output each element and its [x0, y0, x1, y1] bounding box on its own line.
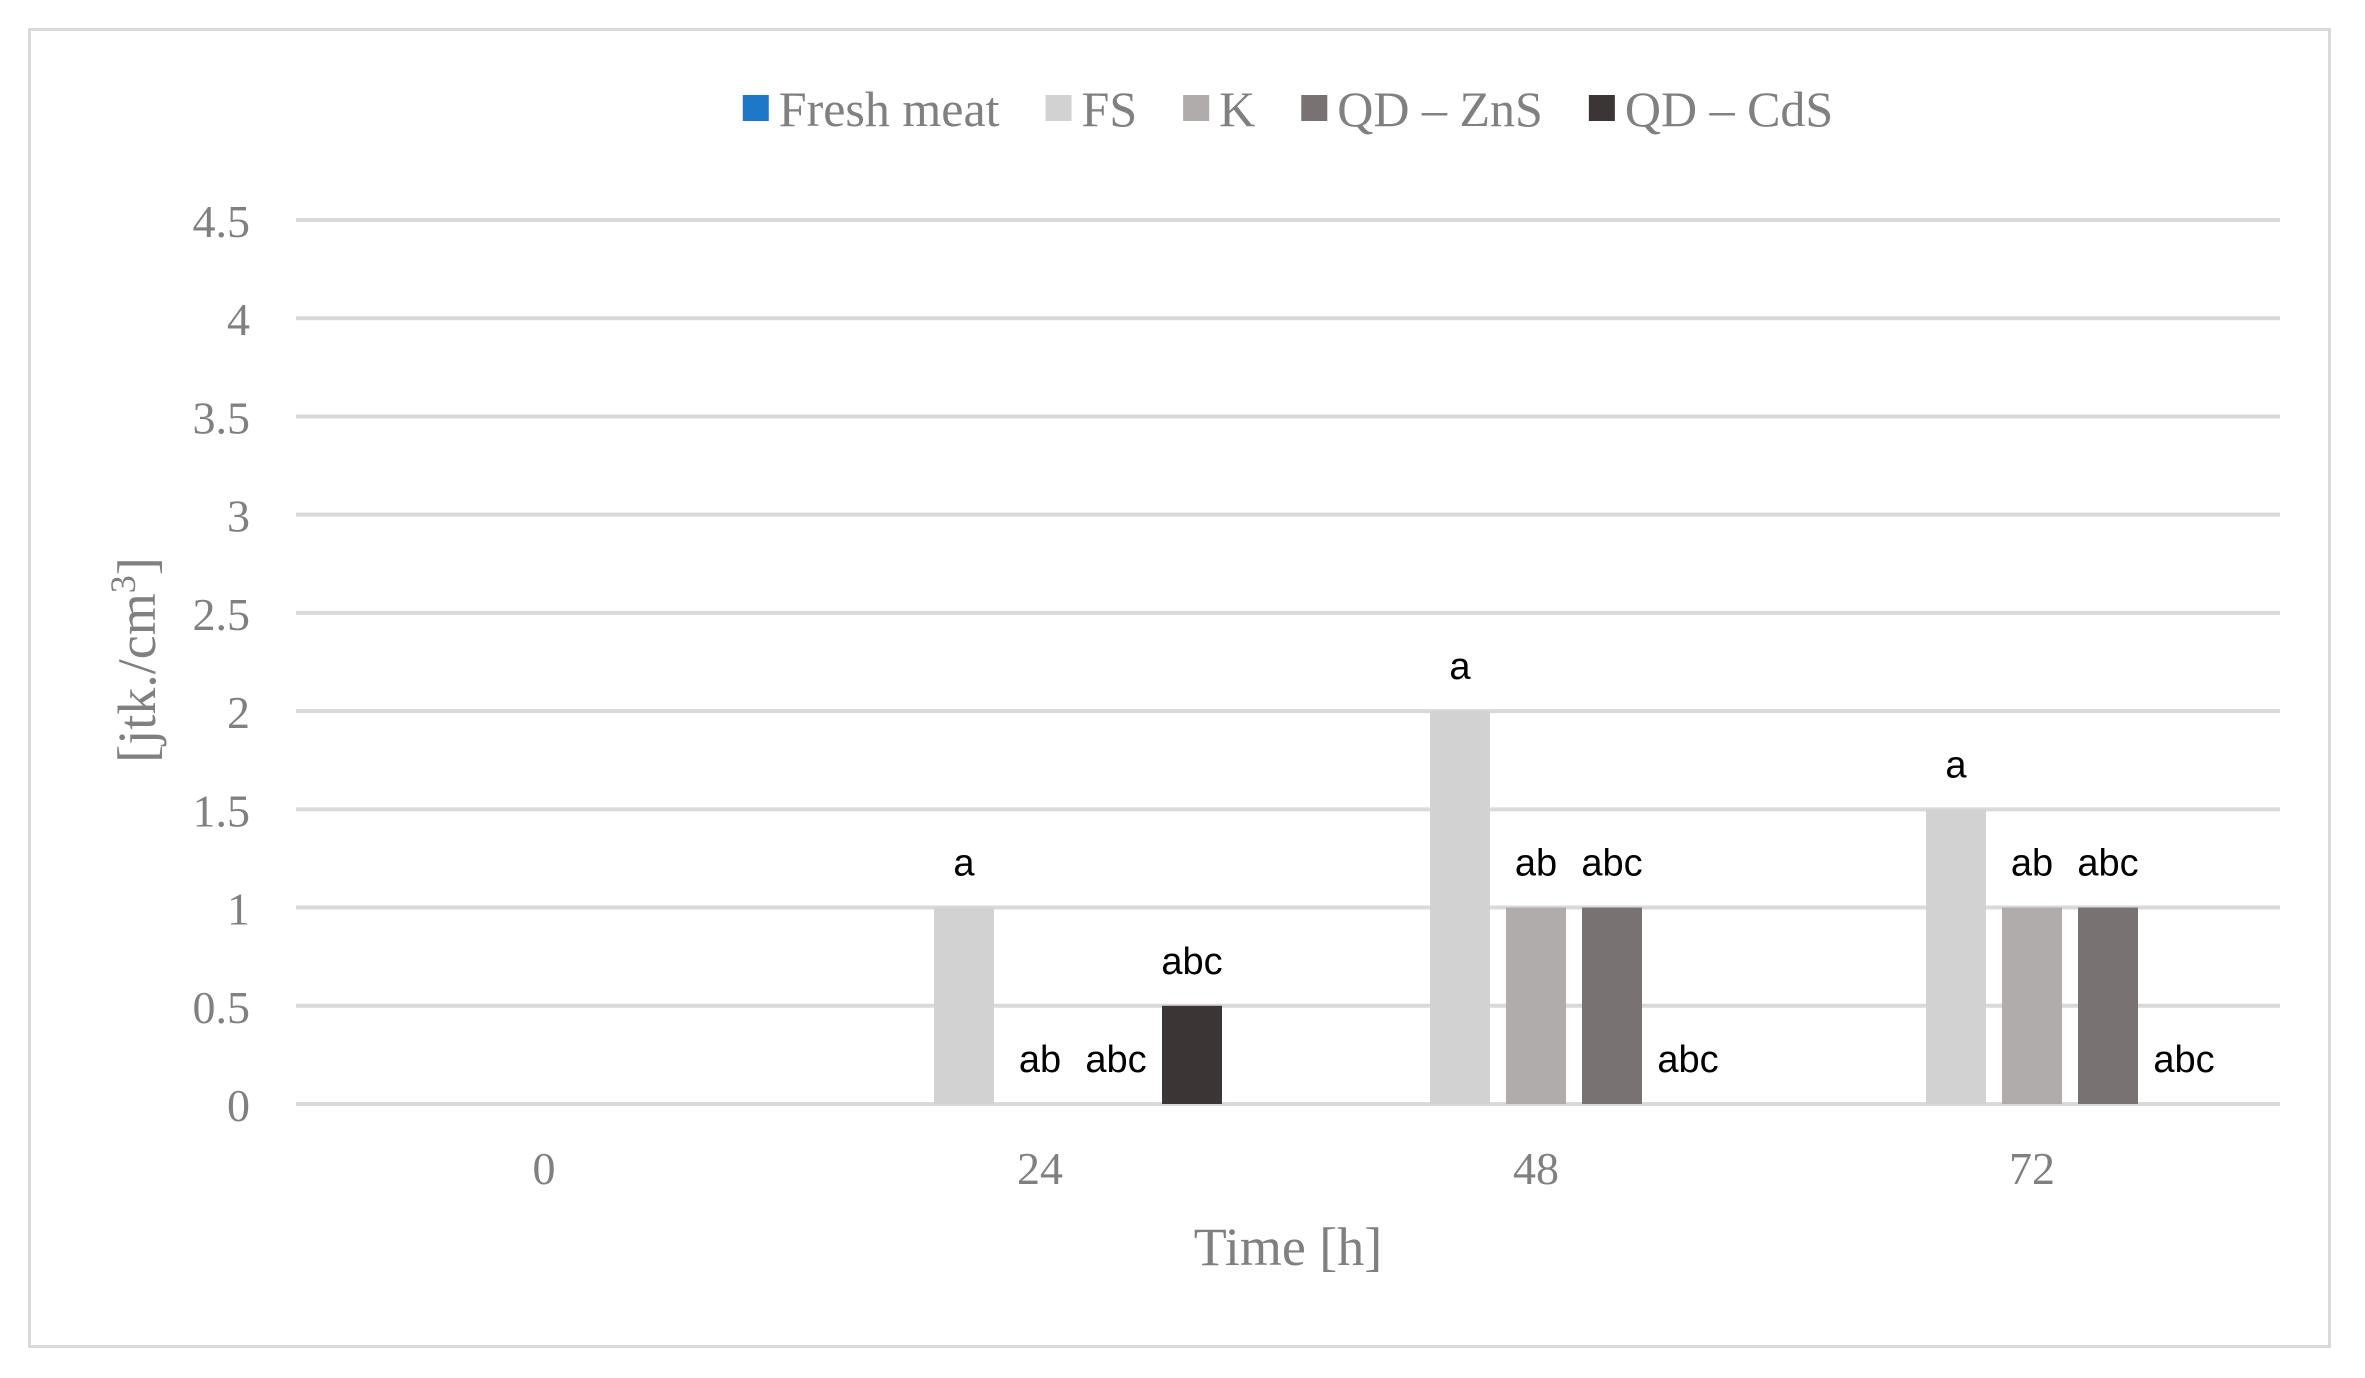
- bar: [2002, 907, 2062, 1104]
- bar-data-label: abc: [2153, 1039, 2214, 1081]
- bar-data-label: abc: [1085, 1039, 1146, 1081]
- y-tick-label: 4: [227, 294, 250, 345]
- legend-label: K: [1219, 81, 1255, 137]
- y-axis-label-superscript: 3: [103, 575, 143, 593]
- legend-label: QD – CdS: [1625, 81, 1833, 137]
- bar: [1430, 711, 1490, 1104]
- chart-frame: [28, 28, 2331, 1348]
- x-tick-label: 48: [1513, 1143, 1559, 1194]
- y-axis-ticks: 0 0.5 1 1.5 2 2.5 3 3.5 4 4.5: [193, 196, 251, 1131]
- bar: [1926, 809, 1986, 1104]
- y-axis-label-main: [jtk./cm: [107, 593, 167, 762]
- y-tick-label: 0: [227, 1080, 250, 1131]
- y-tick-label: 1: [227, 884, 250, 935]
- bar-data-label: abc: [1581, 843, 1642, 885]
- x-axis-ticks: 0 24 48 72: [533, 1143, 2056, 1194]
- y-axis-label: [jtk./cm3]: [103, 557, 167, 762]
- bar-data-label: ab: [1019, 1039, 1061, 1081]
- y-tick-label: 2.5: [193, 589, 251, 640]
- bar-data-label: abc: [1657, 1039, 1718, 1081]
- bar: [2078, 907, 2138, 1104]
- bars: [934, 711, 2138, 1104]
- bar-data-label: ab: [2011, 843, 2053, 885]
- legend-swatch: [742, 95, 769, 121]
- bar: [1582, 907, 1642, 1104]
- legend-swatch: [1183, 95, 1210, 121]
- y-tick-label: 2: [227, 687, 250, 738]
- legend-swatch: [1301, 95, 1328, 121]
- y-axis-label-end: ]: [107, 557, 167, 575]
- x-tick-label: 24: [1017, 1143, 1063, 1194]
- y-tick-label: 3.5: [193, 392, 251, 443]
- bar-data-label: a: [1945, 744, 1967, 786]
- bar: [1162, 1005, 1222, 1104]
- bar: [1506, 907, 1566, 1104]
- x-tick-label: 0: [533, 1143, 556, 1194]
- bar-data-label: abc: [1161, 941, 1222, 983]
- bar-data-label: ab: [1515, 843, 1557, 885]
- legend-label: FS: [1082, 81, 1138, 137]
- legend-label: Fresh meat: [779, 81, 1000, 137]
- legend-label: QD – ZnS: [1337, 81, 1543, 137]
- y-tick-label: 0.5: [193, 982, 251, 1033]
- legend: Fresh meat FS K QD – ZnS QD – CdS: [742, 81, 1833, 137]
- legend-swatch: [1045, 95, 1072, 121]
- y-tick-label: 1.5: [193, 785, 251, 836]
- bar: [934, 907, 994, 1104]
- bar-data-label: a: [1449, 646, 1471, 688]
- x-tick-label: 72: [2009, 1143, 2055, 1194]
- legend-swatch: [1588, 95, 1615, 121]
- y-tick-label: 4.5: [193, 196, 251, 247]
- bar-data-label: a: [953, 843, 975, 885]
- y-tick-label: 3: [227, 491, 250, 542]
- x-axis-label: Time [h]: [1194, 1217, 1383, 1277]
- bar-data-label: abc: [2077, 843, 2138, 885]
